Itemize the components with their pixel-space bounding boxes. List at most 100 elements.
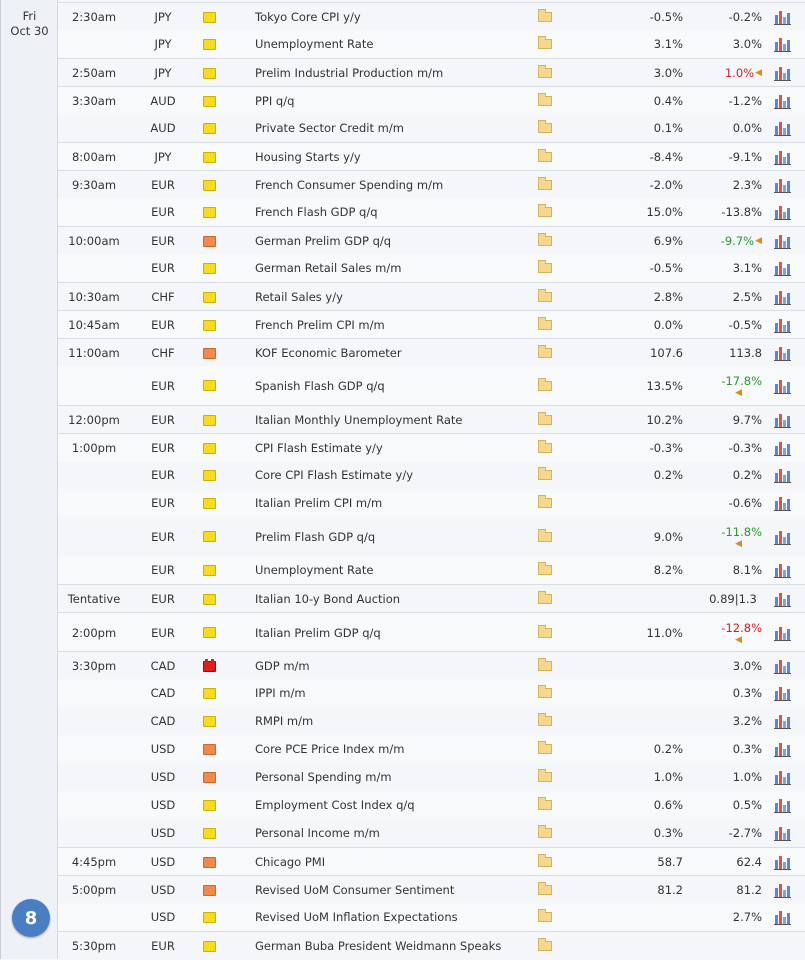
event-name[interactable]: German Retail Sales m/m — [255, 261, 402, 275]
notification-badge[interactable]: 8 — [12, 899, 50, 937]
revision-arrow-icon[interactable]: ◀ — [755, 68, 762, 78]
table-row[interactable]: EUR Core CPI Flash Estimate y/y 0.2% 0.2… — [58, 461, 805, 489]
chart-icon[interactable] — [774, 591, 791, 607]
chart-icon[interactable] — [774, 825, 791, 841]
event-name[interactable]: Prelim Industrial Production m/m — [255, 66, 444, 80]
event-name[interactable]: Spanish Flash GDP q/q — [255, 378, 385, 393]
event-name[interactable]: Housing Starts y/y — [255, 150, 361, 164]
chart-icon[interactable] — [774, 713, 791, 729]
table-row[interactable]: 10:45am EUR French Prelim CPI m/m 0.0% -… — [58, 310, 805, 339]
table-row[interactable]: 2:50am JPY Prelim Industrial Production … — [58, 58, 805, 87]
event-name[interactable]: French Flash GDP q/q — [255, 205, 378, 219]
chart-icon[interactable] — [774, 741, 791, 757]
table-row[interactable]: USD Personal Spending m/m 1.0% 1.0% — [58, 763, 805, 791]
folder-icon[interactable] — [538, 769, 552, 782]
folder-icon[interactable] — [538, 528, 552, 542]
chart-icon[interactable] — [774, 658, 791, 674]
table-row[interactable]: CAD IPPI m/m 0.3% — [58, 679, 805, 707]
table-row[interactable]: 12:00pm EUR Italian Monthly Unemployment… — [58, 405, 805, 434]
chart-icon[interactable] — [774, 120, 791, 136]
event-name[interactable]: Employment Cost Index q/q — [255, 798, 415, 812]
event-name[interactable]: Prelim Flash GDP q/q — [255, 529, 376, 544]
table-row[interactable]: EUR French Flash GDP q/q 15.0% -13.8% — [58, 198, 805, 226]
table-row[interactable]: EUR Prelim Flash GDP q/q 9.0% -11.8% ◀ — [58, 517, 805, 556]
event-name[interactable]: Italian Prelim GDP q/q — [255, 625, 381, 640]
table-row[interactable]: EUR Spanish Flash GDP q/q 13.5% -17.8% ◀ — [58, 366, 805, 405]
folder-icon[interactable] — [538, 797, 552, 810]
chart-icon[interactable] — [774, 93, 791, 109]
table-row[interactable]: EUR Unemployment Rate 8.2% 8.1% — [58, 556, 805, 584]
table-row[interactable]: 4:45pm USD Chicago PMI 58.7 62.4 — [58, 847, 805, 876]
table-row[interactable]: 10:00am EUR German Prelim GDP q/q 6.9% -… — [58, 226, 805, 255]
chart-icon[interactable] — [774, 769, 791, 785]
table-row[interactable]: USD Employment Cost Index q/q 0.6% 0.5% — [58, 791, 805, 819]
chart-icon[interactable] — [774, 685, 791, 701]
event-name[interactable]: Personal Income m/m — [255, 826, 380, 840]
table-row[interactable]: JPY Unemployment Rate 3.1% 3.0% — [58, 30, 805, 58]
revision-arrow-icon[interactable]: ◀ — [755, 236, 762, 246]
chart-icon[interactable] — [774, 562, 791, 578]
event-name[interactable]: Chicago PMI — [255, 855, 326, 869]
folder-icon[interactable] — [538, 36, 552, 49]
event-name[interactable]: Core CPI Flash Estimate y/y — [255, 468, 414, 482]
folder-icon[interactable] — [538, 440, 552, 453]
event-name[interactable]: Personal Spending m/m — [255, 770, 392, 784]
chart-icon[interactable] — [774, 495, 791, 511]
chart-icon[interactable] — [774, 854, 791, 870]
table-row[interactable]: USD Revised UoM Inflation Expectations 2… — [58, 903, 805, 931]
table-row[interactable]: USD Personal Income m/m 0.3% -2.7% — [58, 819, 805, 847]
table-row[interactable]: 2:00pm EUR Italian Prelim GDP q/q 11.0% … — [58, 612, 805, 652]
folder-icon[interactable] — [538, 204, 552, 217]
event-name[interactable]: Unemployment Rate — [255, 37, 374, 51]
event-name[interactable]: CPI Flash Estimate y/y — [255, 441, 383, 455]
event-name[interactable]: Italian 10-y Bond Auction — [255, 592, 401, 606]
event-name[interactable]: Revised UoM Inflation Expectations — [255, 910, 458, 924]
table-row[interactable]: CAD RMPI m/m 3.2% — [58, 707, 805, 735]
folder-icon[interactable] — [538, 938, 552, 951]
chart-icon[interactable] — [774, 149, 791, 165]
event-name[interactable]: Core PCE Price Index m/m — [255, 742, 405, 756]
chart-icon[interactable] — [774, 529, 791, 545]
chart-icon[interactable] — [774, 440, 791, 456]
chart-icon[interactable] — [774, 204, 791, 220]
folder-icon[interactable] — [538, 825, 552, 838]
event-name[interactable]: Private Sector Credit m/m — [255, 121, 404, 135]
chart-icon[interactable] — [774, 909, 791, 925]
revision-arrow-icon[interactable]: ◀ — [735, 387, 742, 398]
table-row[interactable]: USD Core PCE Price Index m/m 0.2% 0.3% — [58, 735, 805, 763]
folder-icon[interactable] — [538, 713, 552, 726]
chart-icon[interactable] — [774, 36, 791, 52]
table-row[interactable]: 9:30am EUR French Consumer Spending m/m … — [58, 170, 805, 199]
folder-icon[interactable] — [538, 909, 552, 922]
folder-icon[interactable] — [538, 65, 552, 78]
table-row[interactable]: EUR Italian Prelim CPI m/m -0.6% — [58, 489, 805, 517]
event-name[interactable]: Revised UoM Consumer Sentiment — [255, 883, 455, 897]
folder-icon[interactable] — [538, 495, 552, 508]
folder-icon[interactable] — [538, 854, 552, 867]
chart-icon[interactable] — [774, 177, 791, 193]
event-name[interactable]: French Consumer Spending m/m — [255, 178, 444, 192]
folder-icon[interactable] — [538, 741, 552, 754]
event-name[interactable]: French Prelim CPI m/m — [255, 318, 385, 332]
chart-icon[interactable] — [774, 289, 791, 305]
chart-icon[interactable] — [774, 9, 791, 25]
chart-icon[interactable] — [774, 378, 791, 394]
revision-arrow-icon[interactable]: ◀ — [735, 538, 742, 549]
table-row[interactable]: Tentative EUR Italian 10-y Bond Auction … — [58, 584, 805, 613]
chart-icon[interactable] — [774, 65, 791, 81]
revision-arrow-icon[interactable]: ◀ — [735, 634, 742, 645]
event-name[interactable]: GDP m/m — [255, 659, 310, 673]
event-name[interactable]: Italian Monthly Unemployment Rate — [255, 413, 463, 427]
event-name[interactable]: RMPI m/m — [255, 714, 314, 728]
folder-icon[interactable] — [538, 260, 552, 273]
folder-icon[interactable] — [538, 345, 552, 358]
folder-icon[interactable] — [538, 120, 552, 133]
folder-icon[interactable] — [538, 149, 552, 162]
chart-icon[interactable] — [774, 260, 791, 276]
event-name[interactable]: Tokyo Core CPI y/y — [255, 10, 361, 24]
folder-icon[interactable] — [538, 289, 552, 302]
table-row[interactable]: 3:30am AUD PPI q/q 0.4% -1.2% — [58, 86, 805, 115]
folder-icon[interactable] — [538, 233, 552, 246]
chart-icon[interactable] — [774, 882, 791, 898]
folder-icon[interactable] — [538, 93, 552, 106]
